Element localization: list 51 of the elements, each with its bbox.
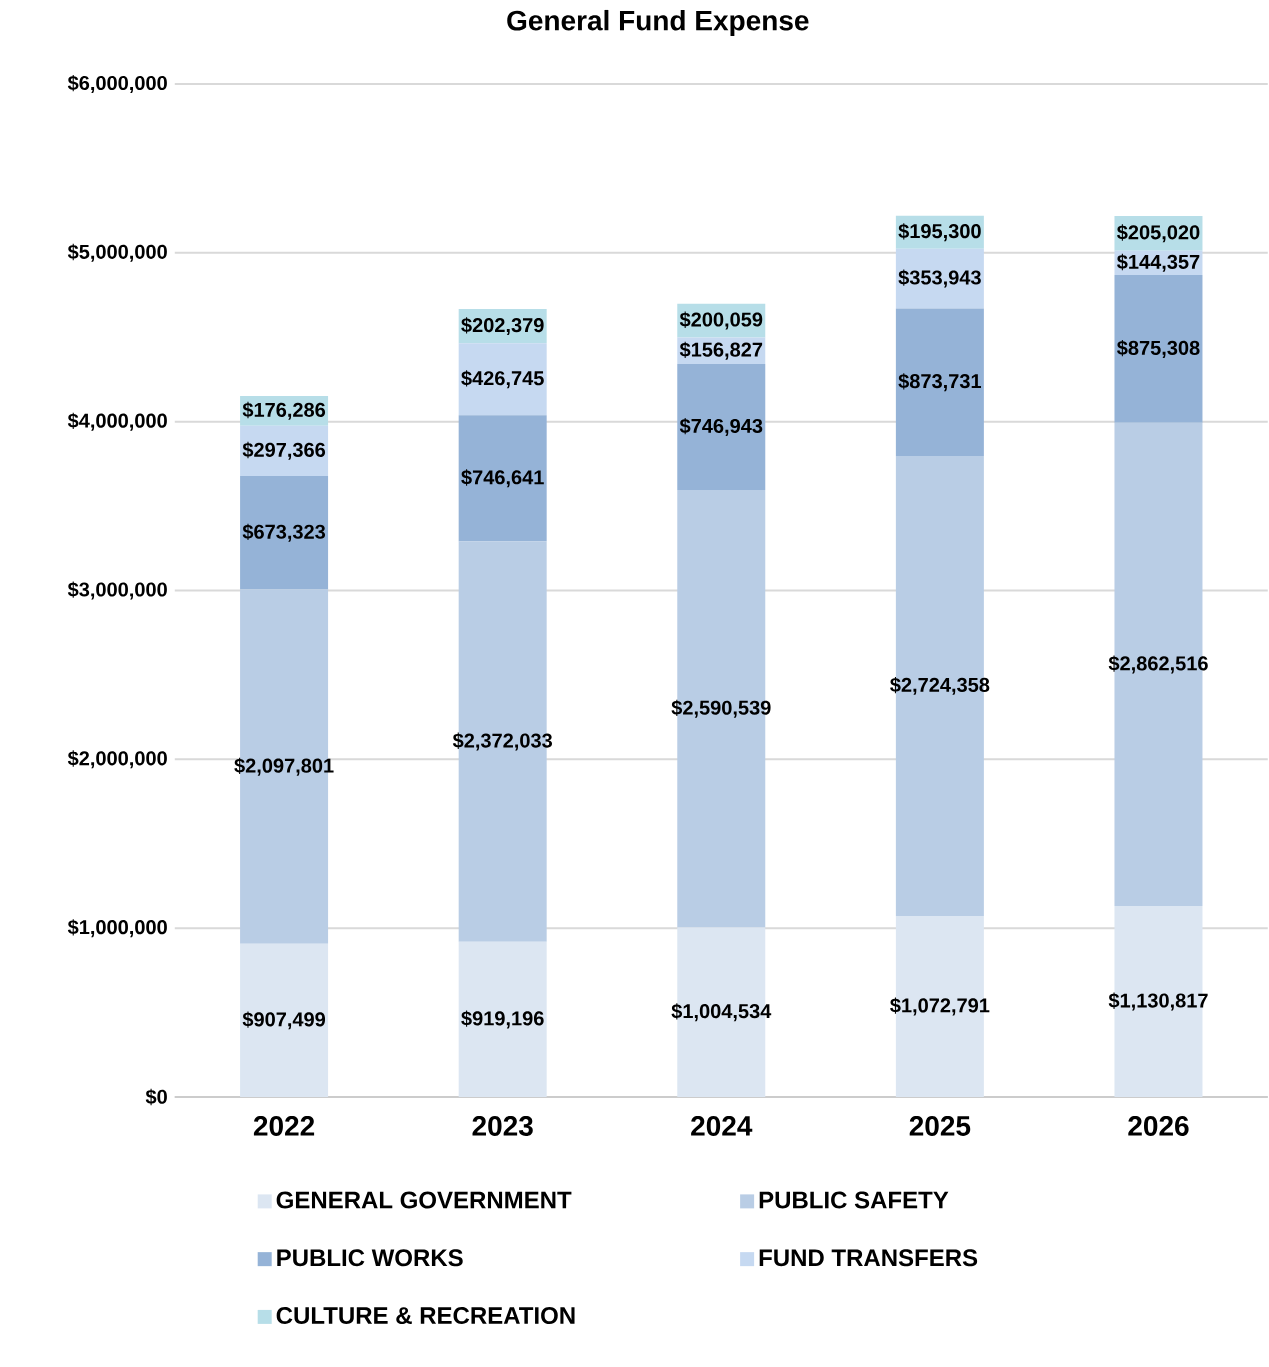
data-label: $2,097,801: [234, 757, 334, 776]
legend-label: FUND TRANSFERS: [759, 1249, 978, 1267]
data-label: $2,590,539: [671, 699, 771, 718]
data-label: $2,724,358: [890, 676, 990, 695]
legend-label: GENERAL GOVERNMENT: [276, 1191, 572, 1209]
data-label: $1,130,817: [1108, 992, 1208, 1011]
y-tick-label: $3,000,000: [67, 581, 168, 600]
legend-label: CULTURE & RECREATION: [276, 1307, 575, 1324]
legend-label: PUBLIC WORKS: [277, 1249, 463, 1267]
data-label: $1,072,791: [890, 997, 990, 1016]
legend-label: PUBLIC SAFETY: [759, 1191, 949, 1209]
data-label: $746,943: [679, 417, 763, 436]
chart-title: General Fund Expense: [507, 9, 809, 37]
bar: [458, 415, 547, 542]
data-label: $426,745: [461, 370, 544, 389]
bar: [240, 943, 329, 1097]
bar: [1114, 275, 1203, 423]
x-tick-label: 2024: [691, 1116, 753, 1136]
data-label: $875,308: [1117, 339, 1200, 358]
y-tick-label: $5,000,000: [67, 243, 168, 262]
bar: [240, 475, 329, 590]
data-label: $673,323: [242, 523, 326, 542]
data-label: $297,366: [242, 441, 326, 460]
data-label: $907,499: [242, 1011, 326, 1030]
bar: [458, 941, 547, 1097]
data-label: $1,004,534: [671, 1003, 772, 1022]
x-tick-label: 2023: [472, 1116, 533, 1136]
y-tick-label: $2,000,000: [67, 750, 168, 769]
y-tick-label: $6,000,000: [67, 75, 168, 93]
x-tick-label: 2025: [909, 1116, 971, 1136]
data-label: $202,379: [461, 317, 544, 336]
x-tick-label: 2026: [1128, 1116, 1189, 1136]
bar: [458, 343, 547, 416]
y-tick-label: $0: [145, 1088, 168, 1106]
data-label: $205,020: [1117, 224, 1200, 243]
data-label: $176,286: [242, 401, 326, 420]
data-label: $746,641: [461, 469, 544, 488]
data-label: $353,943: [898, 269, 981, 288]
data-label: $873,731: [898, 373, 982, 392]
data-label: $2,862,516: [1108, 655, 1208, 674]
bar: [895, 308, 984, 456]
bar: [677, 363, 766, 491]
y-tick-label: $1,000,000: [67, 919, 168, 938]
data-label: $2,372,033: [452, 732, 553, 751]
data-label: $200,059: [679, 311, 763, 330]
x-tick-label: 2022: [254, 1116, 315, 1136]
data-label: $156,827: [679, 341, 763, 360]
data-label: $144,357: [1117, 253, 1200, 272]
data-label: $195,300: [898, 223, 981, 242]
data-label: $919,196: [461, 1010, 544, 1029]
y-tick-label: $4,000,000: [67, 412, 168, 431]
